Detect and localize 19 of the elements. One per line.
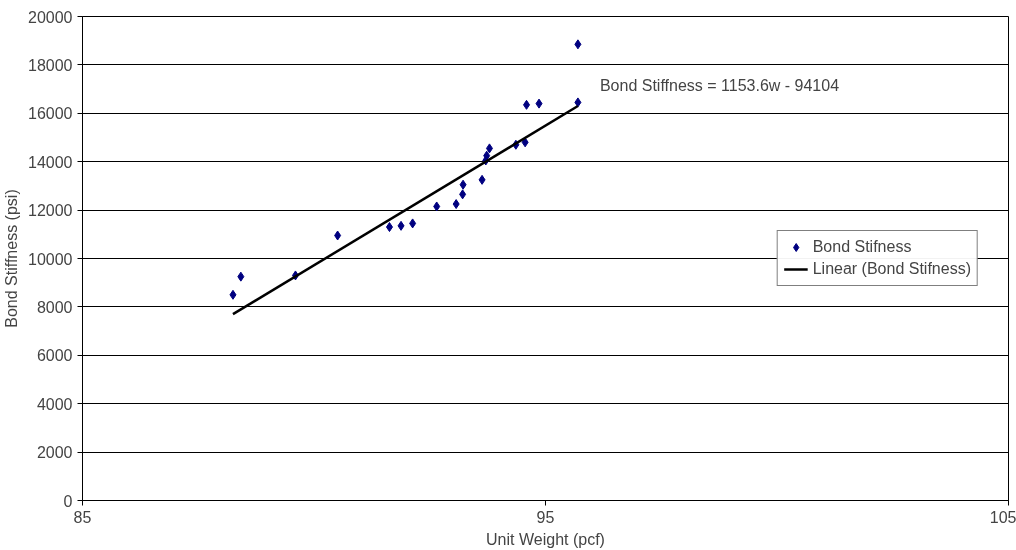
y-tick-label: 4000 [36,395,73,413]
y-tick-label: 10000 [28,250,73,268]
x-tick-label: 95 [536,508,555,526]
y-tick-label: 18000 [28,56,73,74]
x-tick-label: 85 [73,508,92,526]
y-tick-label: 20000 [28,8,73,26]
y-tick-label: 16000 [28,105,73,123]
y-tick-label: 0 [63,492,73,510]
y-tick-label: 12000 [28,202,73,220]
annotation: Bond Stiffness = 1153.6w - 94104 [599,77,840,95]
x-tick-label: 105 [989,508,1016,526]
y-tick-label: 6000 [36,347,73,365]
legend-label: Bond Stifness [812,238,912,256]
y-tick-label: 14000 [28,153,73,171]
x-axis-title: Unit Weight (pcf) [486,530,605,548]
legend-label: Linear (Bond Stifness) [812,260,971,278]
y-tick-label: 2000 [36,444,73,462]
y-tick-label: 8000 [36,298,73,316]
y-axis-title: Bond Stiffness (psi) [3,189,21,328]
